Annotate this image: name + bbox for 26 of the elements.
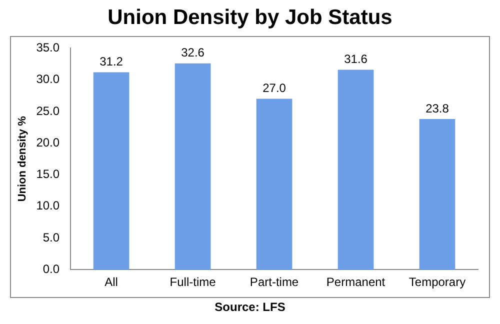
y-tick-label: 35.0 [36,40,60,55]
bar [256,98,292,270]
bar [93,72,130,270]
bar [419,119,456,270]
chart-title: Union Density by Job Status [106,6,394,30]
data-label: 23.8 [426,101,450,116]
x-tick-label: Part-time [250,275,299,290]
x-tick-label: Full-time [170,275,216,290]
y-axis-title: Union density % [16,116,29,202]
x-tick-label: Temporary [408,275,466,290]
y-tick-label: 15.0 [36,167,60,182]
y-tick-label: 25.0 [36,104,60,118]
y-tick-label: 5.0 [42,230,60,244]
data-label: 32.6 [181,46,205,60]
y-tick-label: 0.0 [42,262,60,276]
y-tick-label: 20.0 [36,135,60,150]
y-tick-label: 30.0 [36,72,60,86]
data-label: 27.0 [262,81,286,96]
x-tick-label: All [104,275,118,290]
data-label: 31.6 [344,52,368,66]
data-label: 31.2 [100,54,124,69]
x-tick-label: Permanent [326,275,386,290]
source-note: Source: LFS [214,300,286,314]
y-tick-label: 10.0 [36,198,60,213]
bar [174,63,211,270]
bar [338,70,374,270]
